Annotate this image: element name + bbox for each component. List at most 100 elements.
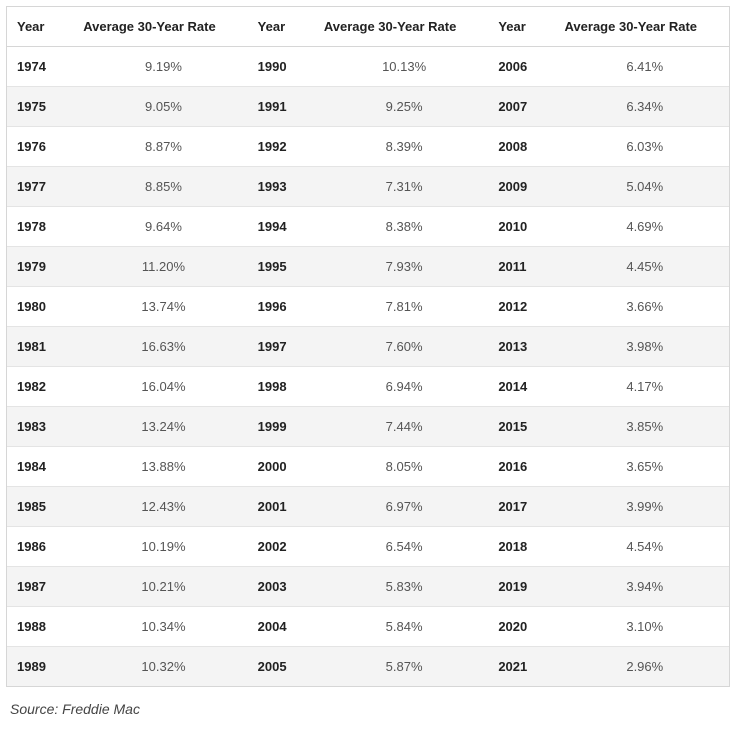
rate-cell: 6.94%: [320, 367, 488, 407]
rate-cell: 7.44%: [320, 407, 488, 447]
rate-cell: 10.19%: [79, 527, 247, 567]
year-cell: 2002: [248, 527, 320, 567]
year-cell: 2001: [248, 487, 320, 527]
table-row: 198810.34%20045.84%20203.10%: [7, 607, 729, 647]
rate-cell: 5.84%: [320, 607, 488, 647]
col-header-year-3: Year: [488, 7, 560, 47]
year-cell: 2007: [488, 87, 560, 127]
year-cell: 1995: [248, 247, 320, 287]
year-cell: 2013: [488, 327, 560, 367]
rate-cell: 8.87%: [79, 127, 247, 167]
year-cell: 1987: [7, 567, 79, 607]
rate-cell: 2.96%: [561, 647, 729, 687]
year-cell: 2012: [488, 287, 560, 327]
rate-cell: 4.54%: [561, 527, 729, 567]
rate-cell: 4.69%: [561, 207, 729, 247]
col-header-year-1: Year: [7, 7, 79, 47]
rate-cell: 8.85%: [79, 167, 247, 207]
rate-cell: 5.04%: [561, 167, 729, 207]
rate-cell: 12.43%: [79, 487, 247, 527]
year-cell: 2003: [248, 567, 320, 607]
table-row: 198710.21%20035.83%20193.94%: [7, 567, 729, 607]
rate-cell: 3.85%: [561, 407, 729, 447]
rate-cell: 3.98%: [561, 327, 729, 367]
year-cell: 1999: [248, 407, 320, 447]
rate-cell: 13.24%: [79, 407, 247, 447]
rate-cell: 3.99%: [561, 487, 729, 527]
table-row: 198910.32%20055.87%20212.96%: [7, 647, 729, 687]
rate-cell: 7.93%: [320, 247, 488, 287]
table-row: 198313.24%19997.44%20153.85%: [7, 407, 729, 447]
rate-cell: 7.31%: [320, 167, 488, 207]
table-row: 198013.74%19967.81%20123.66%: [7, 287, 729, 327]
year-cell: 2005: [248, 647, 320, 687]
year-cell: 2016: [488, 447, 560, 487]
table-row: 198116.63%19977.60%20133.98%: [7, 327, 729, 367]
rate-cell: 11.20%: [79, 247, 247, 287]
table-row: 19778.85%19937.31%20095.04%: [7, 167, 729, 207]
rate-cell: 6.03%: [561, 127, 729, 167]
rate-cell: 5.83%: [320, 567, 488, 607]
rates-table-container: Year Average 30-Year Rate Year Average 3…: [6, 6, 730, 687]
rate-cell: 10.13%: [320, 47, 488, 87]
table-row: 198610.19%20026.54%20184.54%: [7, 527, 729, 567]
col-header-rate-2: Average 30-Year Rate: [320, 7, 488, 47]
rate-cell: 13.74%: [79, 287, 247, 327]
year-cell: 1993: [248, 167, 320, 207]
rate-cell: 9.19%: [79, 47, 247, 87]
year-cell: 2015: [488, 407, 560, 447]
year-cell: 1984: [7, 447, 79, 487]
year-cell: 2021: [488, 647, 560, 687]
rate-cell: 8.38%: [320, 207, 488, 247]
year-cell: 1992: [248, 127, 320, 167]
year-cell: 1981: [7, 327, 79, 367]
rate-cell: 13.88%: [79, 447, 247, 487]
rate-cell: 7.81%: [320, 287, 488, 327]
col-header-rate-3: Average 30-Year Rate: [561, 7, 729, 47]
year-cell: 2014: [488, 367, 560, 407]
rate-cell: 4.45%: [561, 247, 729, 287]
table-row: 19749.19%199010.13%20066.41%: [7, 47, 729, 87]
table-header-row: Year Average 30-Year Rate Year Average 3…: [7, 7, 729, 47]
table-row: 19759.05%19919.25%20076.34%: [7, 87, 729, 127]
year-cell: 1991: [248, 87, 320, 127]
rate-cell: 6.54%: [320, 527, 488, 567]
rate-cell: 6.41%: [561, 47, 729, 87]
year-cell: 2004: [248, 607, 320, 647]
rate-cell: 4.17%: [561, 367, 729, 407]
year-cell: 1975: [7, 87, 79, 127]
year-cell: 1998: [248, 367, 320, 407]
table-row: 197911.20%19957.93%20114.45%: [7, 247, 729, 287]
rate-cell: 9.25%: [320, 87, 488, 127]
year-cell: 1979: [7, 247, 79, 287]
year-cell: 1977: [7, 167, 79, 207]
source-attribution: Source: Freddie Mac: [6, 687, 730, 721]
rate-cell: 10.34%: [79, 607, 247, 647]
table-row: 19789.64%19948.38%20104.69%: [7, 207, 729, 247]
year-cell: 2006: [488, 47, 560, 87]
rate-cell: 3.66%: [561, 287, 729, 327]
year-cell: 2017: [488, 487, 560, 527]
table-row: 198413.88%20008.05%20163.65%: [7, 447, 729, 487]
year-cell: 1996: [248, 287, 320, 327]
rate-cell: 6.97%: [320, 487, 488, 527]
rate-cell: 16.63%: [79, 327, 247, 367]
year-cell: 2019: [488, 567, 560, 607]
year-cell: 2000: [248, 447, 320, 487]
rate-cell: 16.04%: [79, 367, 247, 407]
rate-cell: 10.21%: [79, 567, 247, 607]
year-cell: 1980: [7, 287, 79, 327]
rate-cell: 7.60%: [320, 327, 488, 367]
year-cell: 1974: [7, 47, 79, 87]
rate-cell: 3.94%: [561, 567, 729, 607]
rate-cell: 6.34%: [561, 87, 729, 127]
year-cell: 2010: [488, 207, 560, 247]
year-cell: 1986: [7, 527, 79, 567]
year-cell: 2008: [488, 127, 560, 167]
table-row: 198216.04%19986.94%20144.17%: [7, 367, 729, 407]
year-cell: 1989: [7, 647, 79, 687]
year-cell: 1990: [248, 47, 320, 87]
year-cell: 2020: [488, 607, 560, 647]
year-cell: 1994: [248, 207, 320, 247]
year-cell: 2009: [488, 167, 560, 207]
